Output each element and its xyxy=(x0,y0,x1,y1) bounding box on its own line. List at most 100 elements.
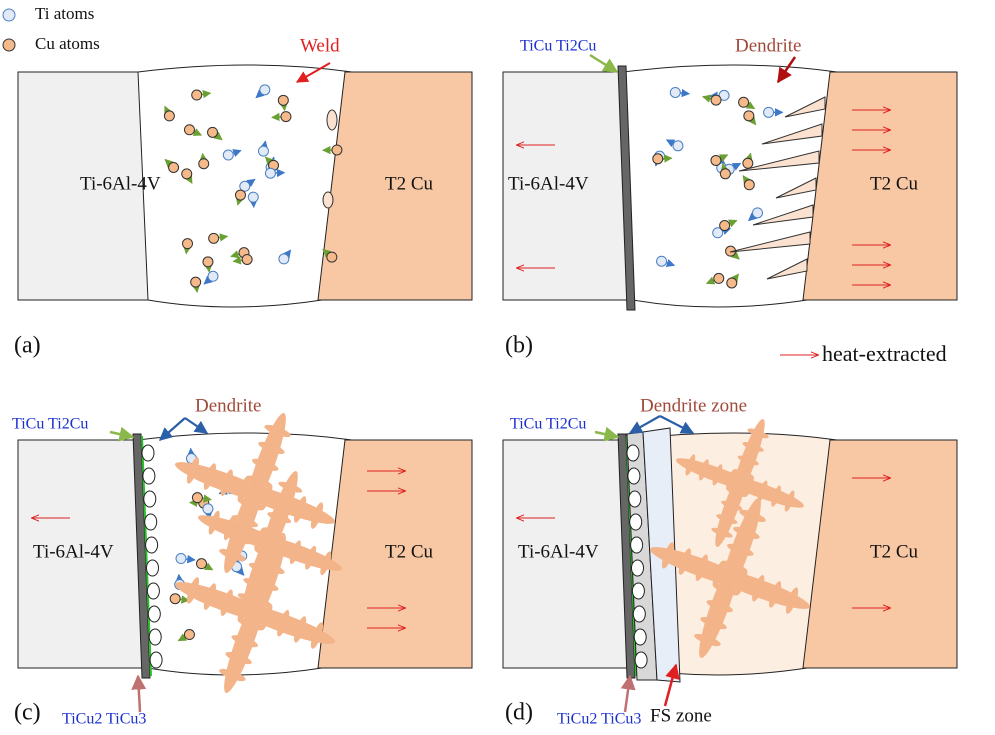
cu-atom xyxy=(710,94,722,106)
dendrite-arm xyxy=(294,496,307,523)
cu-atom xyxy=(738,96,750,108)
cell xyxy=(631,559,644,577)
cu-atom xyxy=(191,492,203,504)
arrow xyxy=(295,62,331,83)
ti-atom xyxy=(278,253,290,265)
right-material: T2 Cu xyxy=(385,173,434,194)
cu-atom xyxy=(208,232,220,244)
cu-atom xyxy=(198,158,210,170)
cu-atom xyxy=(719,220,731,232)
dendrite-arm xyxy=(700,617,727,630)
left-material: Ti-6Al-4V xyxy=(33,541,114,562)
dendrite-arm xyxy=(252,578,279,591)
cu-atom xyxy=(726,277,738,289)
cell xyxy=(145,536,159,554)
cu-base xyxy=(802,439,958,669)
cell xyxy=(141,444,155,462)
ti-atom xyxy=(202,503,214,515)
cu-atom xyxy=(719,168,731,180)
ti-base xyxy=(502,439,634,669)
interface-label: TiCu Ti2Cu xyxy=(510,416,586,433)
dendrite-arm xyxy=(785,587,799,614)
cu-atom xyxy=(168,161,180,173)
cu-atom xyxy=(277,94,289,106)
ti-atom xyxy=(259,84,271,96)
cu-atom xyxy=(280,111,292,123)
dendrite-arm xyxy=(208,510,220,535)
nucleus xyxy=(326,109,338,131)
ti-base xyxy=(502,71,634,301)
dendrite-arm xyxy=(769,581,782,608)
ti-atom xyxy=(247,191,259,203)
interface2-label: TiCu2 TiCu3 xyxy=(62,711,146,728)
nucleus xyxy=(322,191,334,209)
cell xyxy=(629,513,643,531)
cu-atom xyxy=(191,89,203,101)
dendrite-arm xyxy=(727,543,754,556)
left-material: Ti-6Al-4V xyxy=(80,173,161,194)
ti-atom xyxy=(239,180,251,192)
dendrite-arm xyxy=(712,560,725,588)
cell xyxy=(147,605,161,623)
panel-label: (c) xyxy=(14,700,41,726)
arrow xyxy=(594,426,620,442)
dendrite xyxy=(766,258,808,280)
cu-atom xyxy=(743,110,755,122)
arrow xyxy=(620,674,636,713)
cell xyxy=(142,467,156,485)
dendrite-arm xyxy=(695,554,708,581)
cell xyxy=(632,605,646,623)
panel-label: (d) xyxy=(505,700,533,726)
dendrite-arm xyxy=(186,457,200,484)
dendrite-label: Dendrite zone xyxy=(640,395,747,416)
dendrite-arm xyxy=(267,512,292,524)
dendrite-arm xyxy=(239,521,251,546)
arrow xyxy=(109,426,135,442)
dendrite-arm xyxy=(231,515,258,528)
dendrite-arm xyxy=(203,463,216,490)
dendrite xyxy=(738,150,820,172)
cell xyxy=(627,467,641,485)
cell xyxy=(144,513,158,531)
right-material: T2 Cu xyxy=(870,173,919,194)
dendrite-arm xyxy=(771,485,781,507)
right-material: T2 Cu xyxy=(870,541,919,562)
cu-atom xyxy=(331,144,343,156)
ti-atom xyxy=(752,207,764,219)
dendrite-arm xyxy=(264,424,291,438)
weld-label: Weld xyxy=(300,35,340,56)
cell xyxy=(146,559,159,577)
dendrite-arm xyxy=(289,540,301,565)
arrow xyxy=(131,674,147,713)
dendrite-arm xyxy=(225,652,252,665)
cell xyxy=(633,628,647,646)
dendrite-arm xyxy=(310,622,324,649)
cu-atom xyxy=(190,276,202,288)
ti-atom xyxy=(712,227,724,239)
dendrite-arm xyxy=(320,551,332,576)
dendrite xyxy=(775,177,817,199)
cell xyxy=(634,651,648,669)
arrow xyxy=(159,417,186,441)
dendrite xyxy=(761,123,823,145)
cu-atom xyxy=(710,154,722,166)
dendrite xyxy=(784,96,826,118)
arrow xyxy=(776,56,797,84)
cell xyxy=(631,582,645,600)
left-material: Ti-6Al-4V xyxy=(518,541,599,562)
interface-layer xyxy=(617,65,636,311)
dendrite-arm xyxy=(747,428,769,439)
fs-label: FS zone xyxy=(650,705,712,726)
right-material: T2 Cu xyxy=(385,541,434,562)
dendrite-arm xyxy=(245,595,273,608)
dendrite-arm xyxy=(757,480,768,502)
dendrite-arm xyxy=(220,469,233,496)
cell xyxy=(630,536,644,554)
shapes xyxy=(17,53,958,713)
cu-atom xyxy=(183,124,195,136)
dendrite-arm xyxy=(737,455,759,466)
ti-atom xyxy=(264,167,276,179)
cu-atom xyxy=(326,251,338,263)
dendrite-arm xyxy=(706,600,733,613)
